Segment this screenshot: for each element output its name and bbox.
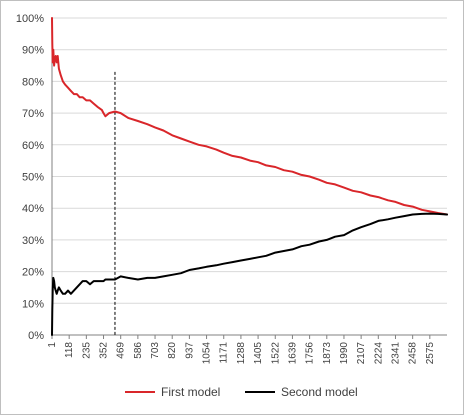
x-tick-label: 1: [47, 342, 58, 348]
x-tick-label: 937: [184, 342, 195, 359]
gridlines: [51, 17, 447, 336]
y-tick-label: 60%: [22, 140, 44, 152]
x-tick-label: 1405: [253, 342, 264, 365]
x-tick-label: 1522: [270, 342, 281, 365]
x-tick-label: 469: [116, 342, 127, 359]
x-tick-label: 235: [81, 342, 92, 359]
y-tick-label: 80%: [22, 76, 44, 88]
x-tick-label: 1639: [287, 342, 298, 365]
x-tick-label: 1990: [339, 342, 350, 365]
y-tick-label: 90%: [22, 45, 44, 57]
x-tick-label: 352: [99, 342, 110, 359]
y-tick-label: 50%: [22, 172, 44, 184]
y-tick-label: 30%: [22, 235, 44, 247]
y-tick-label: 100%: [16, 13, 44, 25]
y-tick-label: 0%: [28, 330, 44, 342]
x-tick-label: 586: [133, 342, 144, 359]
x-tick-label: 2341: [390, 342, 401, 365]
x-axis: 1 118 235 352 469 586 703 820 937 1054 1171 1288 140…: [47, 335, 436, 364]
y-tick-label: 70%: [22, 108, 44, 120]
y-tick-label: 20%: [22, 267, 44, 279]
x-tick-label: 118: [64, 342, 75, 358]
x-tick-label: 2107: [356, 342, 367, 365]
x-tick-label: 2224: [373, 342, 384, 365]
series-line-first-model: [51, 17, 448, 216]
series-group: [51, 17, 448, 336]
x-tick-label: 1171: [219, 342, 230, 364]
y-axis: 0% 10% 20% 30% 40% 50% 60% 70% 80% 90% 100%: [16, 13, 44, 342]
x-tick-label: 1756: [305, 342, 316, 365]
x-tick-label: 1873: [322, 342, 333, 365]
series-line-second-model: [51, 212, 448, 336]
x-tick-label: 2458: [408, 342, 419, 365]
x-tick-label: 703: [150, 342, 161, 359]
y-tick-label: 10%: [22, 298, 44, 310]
y-tick-label: 40%: [22, 203, 44, 215]
legend: First model Second model: [125, 385, 358, 399]
legend-label-second-model: Second model: [281, 385, 358, 399]
x-tick-label: 1288: [236, 342, 247, 365]
legend-label-first-model: First model: [161, 385, 220, 399]
x-tick-label: 2575: [425, 342, 436, 365]
x-tick-label: 820: [167, 342, 178, 359]
x-tick-label: 1054: [202, 342, 213, 365]
